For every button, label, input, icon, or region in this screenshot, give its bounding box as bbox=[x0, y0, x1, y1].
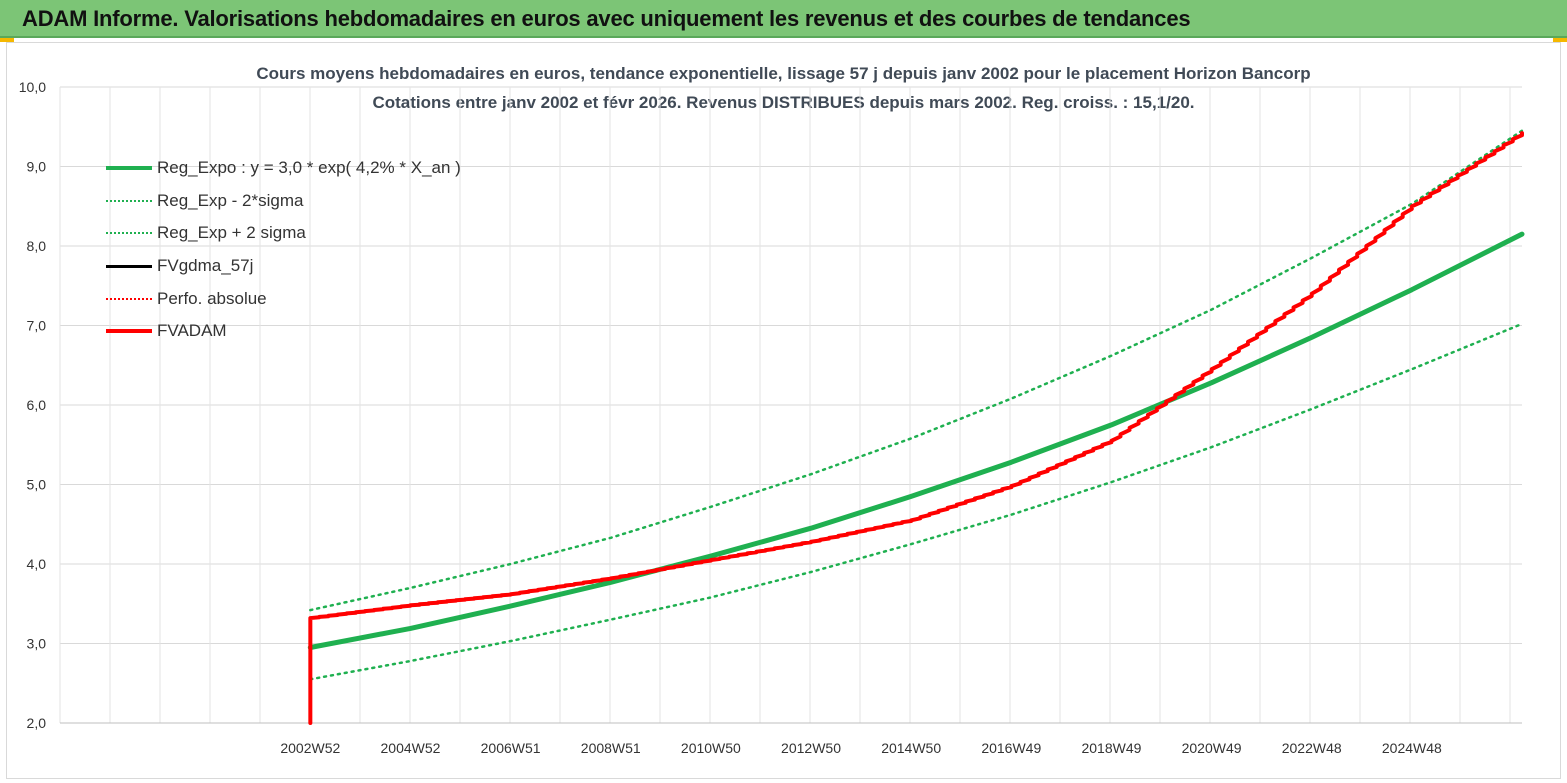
x-tick-label: 2020W49 bbox=[1182, 740, 1242, 756]
chart-title: Cours moyens hebdomadaires en euros, ten… bbox=[256, 64, 1311, 83]
report-title: ADAM Informe. Valorisations hebdomadaire… bbox=[22, 6, 1191, 31]
legend-label: Reg_Expo : y = 3,0 * exp( 4,2% * X_an ) bbox=[157, 158, 461, 178]
legend-label: Perfo. absolue bbox=[157, 288, 267, 308]
chart-area bbox=[6, 42, 1561, 779]
legend-swatch bbox=[106, 297, 152, 300]
legend-label: Reg_Exp - 2*sigma bbox=[157, 190, 304, 210]
legend-label: Reg_Exp + 2 sigma bbox=[157, 223, 306, 243]
y-tick-label: 2,0 bbox=[27, 715, 47, 731]
y-tick-label: 4,0 bbox=[27, 556, 47, 572]
legend-swatch bbox=[106, 329, 152, 334]
series-line-2 bbox=[309, 129, 1524, 612]
legend-item: Reg_Expo : y = 3,0 * exp( 4,2% * X_an ) bbox=[106, 152, 461, 185]
legend-item: FVADAM bbox=[106, 315, 461, 348]
x-tick-label: 2006W51 bbox=[481, 740, 541, 756]
y-tick-label: 9,0 bbox=[27, 159, 47, 175]
chart-legend: Reg_Expo : y = 3,0 * exp( 4,2% * X_an ) R… bbox=[106, 152, 461, 348]
corner-marker-right bbox=[1553, 38, 1567, 42]
legend-item: Reg_Exp - 2*sigma bbox=[106, 185, 461, 218]
legend-label: FVgdma_57j bbox=[157, 256, 254, 276]
y-tick-label: 5,0 bbox=[27, 477, 47, 493]
y-tick-label: 8,0 bbox=[27, 238, 47, 254]
y-tick-label: 7,0 bbox=[27, 318, 47, 334]
x-tick-label: 2002W52 bbox=[280, 740, 340, 756]
legend-swatch bbox=[106, 166, 152, 171]
y-tick-label: 3,0 bbox=[27, 636, 47, 652]
x-tick-label: 2014W50 bbox=[881, 740, 941, 756]
x-tick-label: 2012W50 bbox=[781, 740, 841, 756]
corner-marker-left bbox=[0, 38, 14, 42]
legend-label: FVADAM bbox=[157, 321, 227, 341]
x-tick-label: 2010W50 bbox=[681, 740, 741, 756]
legend-item: Perfo. absolue bbox=[106, 282, 461, 315]
report-banner: ADAM Informe. Valorisations hebdomadaire… bbox=[0, 0, 1567, 38]
x-tick-label: 2024W48 bbox=[1382, 740, 1442, 756]
series-line-0 bbox=[307, 231, 1525, 650]
x-tick-label: 2016W49 bbox=[981, 740, 1041, 756]
legend-swatch bbox=[106, 199, 152, 202]
legend-item: FVgdma_57j bbox=[106, 250, 461, 283]
legend-swatch bbox=[106, 232, 152, 235]
x-tick-label: 2008W51 bbox=[581, 740, 641, 756]
legend-item: Reg_Exp + 2 sigma bbox=[106, 217, 461, 250]
x-tick-label: 2018W49 bbox=[1081, 740, 1141, 756]
y-tick-label: 6,0 bbox=[27, 397, 47, 413]
y-tick-label: 10,0 bbox=[19, 79, 46, 95]
series-line-5 bbox=[308, 131, 1524, 725]
series-line-1 bbox=[309, 322, 1524, 681]
legend-swatch bbox=[106, 264, 152, 268]
x-tick-label: 2004W52 bbox=[381, 740, 441, 756]
chart-subtitle: Cotations entre janv 2002 et févr 2026. … bbox=[372, 93, 1195, 112]
x-tick-label: 2022W48 bbox=[1282, 740, 1342, 756]
